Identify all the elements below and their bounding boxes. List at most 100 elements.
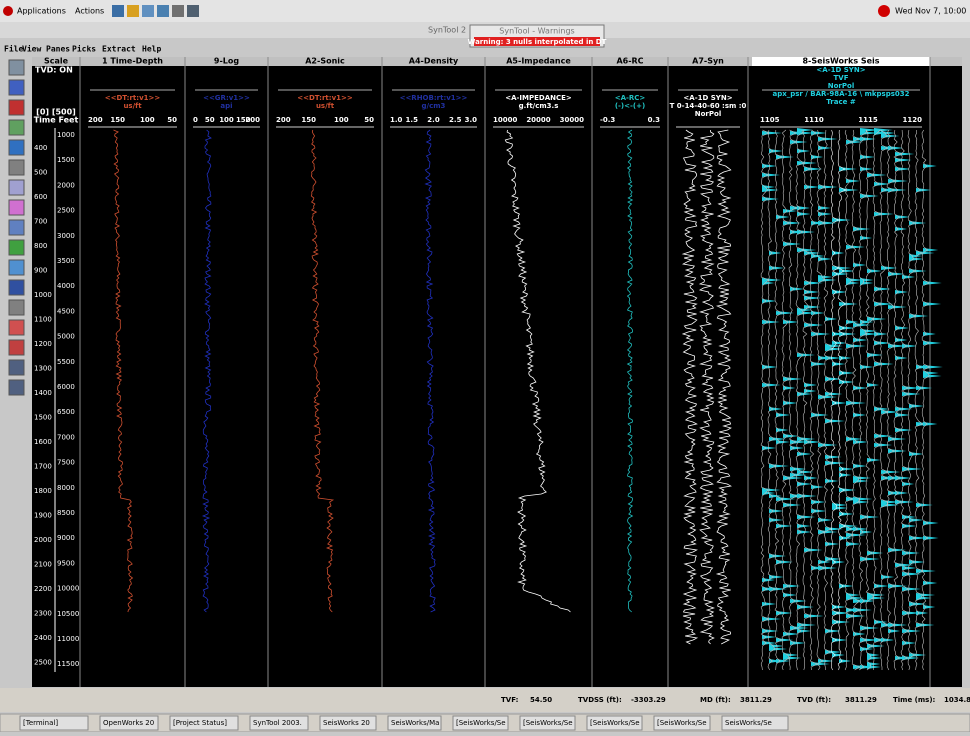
track-title[interactable]: 1 Time-Depth (102, 57, 163, 66)
tool-button[interactable] (8, 119, 25, 136)
seis-lobe (839, 536, 853, 540)
task-label: OpenWorks 20 (103, 719, 154, 727)
seis-trace (837, 129, 847, 671)
depth-tick: 7500 (57, 459, 75, 467)
tool-button[interactable] (8, 139, 25, 156)
curve-label: TVF (834, 74, 849, 82)
track-title[interactable]: 9-Log (214, 57, 239, 66)
task-label: [Terminal] (23, 719, 58, 727)
tool-button[interactable] (8, 359, 25, 376)
seis-lobe (923, 422, 938, 426)
task-button[interactable] (387, 715, 442, 731)
seis-lobe (881, 131, 895, 135)
track-title: Scale (44, 57, 69, 66)
status-value: 54.50 (530, 696, 552, 704)
seis-lobe (867, 593, 885, 597)
seis-lobe (818, 518, 833, 522)
tool-button[interactable] (8, 259, 25, 276)
seis-trace (809, 129, 819, 671)
seis-lobe (874, 131, 887, 135)
time-tick: 2300 (34, 610, 52, 618)
tool-button[interactable] (8, 339, 25, 356)
seis-lobe (762, 365, 778, 369)
tool-button[interactable] (8, 279, 25, 296)
time-tick: 900 (34, 267, 47, 275)
density-curve (424, 129, 436, 613)
task-button[interactable] (169, 715, 239, 731)
track-title[interactable]: A6-RC (616, 57, 643, 66)
task-button[interactable] (19, 715, 89, 731)
task-button[interactable] (653, 715, 711, 731)
scale-label: 50 (205, 116, 215, 124)
tool-button[interactable] (8, 239, 25, 256)
seis-lobe (916, 188, 932, 192)
task-button[interactable] (519, 715, 576, 731)
seis-lobe (776, 155, 794, 159)
curve-label: us/ft (123, 102, 142, 110)
tool-button[interactable] (8, 179, 25, 196)
task-button[interactable] (249, 715, 309, 731)
seis-lobe (825, 479, 839, 483)
seis-lobe (811, 155, 824, 159)
tool-button[interactable] (8, 79, 25, 96)
seis-lobe (832, 251, 845, 255)
seis-lobe (762, 446, 777, 450)
seis-lobe (762, 281, 775, 285)
seis-lobe (797, 605, 814, 609)
task-label: SeisWorks/Se (725, 719, 772, 727)
seis-lobe (895, 476, 912, 480)
track-title[interactable]: A5-Impedance (506, 57, 571, 66)
tool-button[interactable] (8, 159, 25, 176)
task-button[interactable] (452, 715, 509, 731)
window-title: SynTool 2 (428, 26, 466, 35)
track-title[interactable]: A7-Syn (692, 57, 724, 66)
seis-lobe (783, 593, 797, 597)
track-title[interactable]: A4-Density (409, 57, 459, 66)
seis-lobe (811, 221, 825, 225)
menu-item[interactable]: Extract (102, 45, 136, 54)
status-label: TVD (ft): (797, 696, 831, 704)
tool-button[interactable] (8, 99, 25, 116)
task-label: [SeisWorks/Se (657, 719, 707, 727)
tool-button[interactable] (8, 59, 25, 76)
seis-trace (900, 129, 910, 671)
menu-actions[interactable]: Actions (75, 7, 104, 16)
track-title[interactable]: A2-Sonic (305, 57, 345, 66)
menu-applications[interactable]: Applications (17, 7, 66, 16)
seis-lobe (839, 269, 855, 273)
depth-tick: 9500 (57, 559, 75, 567)
menu-item[interactable]: View (22, 44, 41, 54)
task-button[interactable] (319, 715, 377, 731)
scale-label: 3.0 (465, 116, 478, 124)
task-button[interactable] (586, 715, 643, 731)
tool-button[interactable] (8, 319, 25, 336)
seis-lobe (881, 575, 895, 579)
task-button[interactable] (721, 715, 789, 731)
seis-lobe (923, 521, 939, 525)
time-tick: 800 (34, 242, 47, 250)
depth-tick: 11500 (57, 660, 79, 668)
tool-button[interactable] (8, 299, 25, 316)
menu-item[interactable]: Help (142, 45, 161, 54)
seis-lobe (797, 452, 812, 456)
depth-tick: 10000 (57, 585, 79, 593)
track-title[interactable]: 8-SeisWorks Seis (802, 57, 879, 66)
seis-trace (830, 129, 840, 671)
scale-label: 150 (301, 116, 316, 124)
seis-lobe (783, 434, 799, 438)
tool-button[interactable] (8, 199, 25, 216)
tool-button[interactable] (8, 219, 25, 236)
seis-lobe (923, 536, 939, 540)
scale-tvd: TVD: ON (35, 66, 73, 75)
curve-label: NorPol (828, 82, 854, 90)
seis-lobe (825, 317, 838, 321)
seis-lobe (818, 212, 832, 216)
depth-tick: 2500 (57, 207, 75, 215)
tool-button[interactable] (8, 379, 25, 396)
menu-item[interactable]: Panes (46, 45, 70, 54)
task-button[interactable] (99, 715, 159, 731)
menu-item[interactable]: File (4, 44, 23, 54)
depth-tick: 5500 (57, 358, 75, 366)
seis-lobe (923, 332, 936, 336)
menu-item[interactable]: Picks (72, 44, 96, 54)
